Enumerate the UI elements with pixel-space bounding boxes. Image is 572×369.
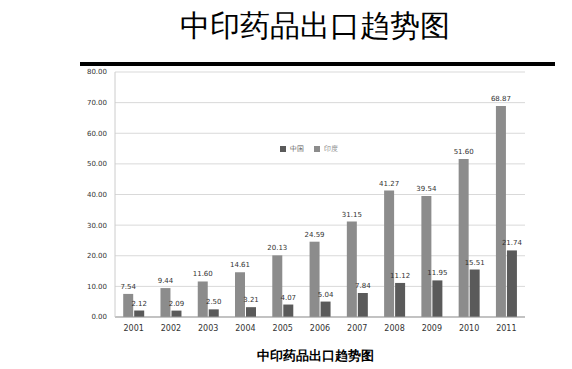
svg-text:24.59: 24.59 [305, 231, 325, 239]
svg-text:2010: 2010 [459, 324, 479, 333]
svg-text:30.00: 30.00 [87, 222, 107, 230]
html-text:中国: 中国 [290, 145, 304, 153]
svg-text:15.51: 15.51 [465, 259, 485, 267]
svg-text:11.60: 11.60 [193, 270, 213, 278]
svg-text:2009: 2009 [422, 324, 442, 333]
svg-text:2003: 2003 [198, 324, 218, 333]
svg-text:10.00: 10.00 [87, 283, 107, 291]
svg-text:70.00: 70.00 [87, 99, 107, 107]
svg-text:11.12: 11.12 [390, 272, 410, 280]
svg-text:7.84: 7.84 [355, 282, 371, 290]
svg-text:39.54: 39.54 [416, 185, 437, 193]
svg-text:2001: 2001 [123, 324, 143, 333]
svg-text:0.00: 0.00 [91, 313, 107, 321]
svg-text:2.50: 2.50 [206, 298, 222, 306]
svg-text:2002: 2002 [161, 324, 181, 333]
svg-text:11.95: 11.95 [427, 269, 447, 277]
svg-text:9.44: 9.44 [158, 277, 174, 285]
svg-text:60.00: 60.00 [87, 130, 107, 138]
svg-text:51.60: 51.60 [454, 148, 474, 156]
svg-text:2005: 2005 [273, 324, 293, 333]
html-text:印度: 印度 [324, 145, 338, 153]
html-text:中印药品出口趋势图: 中印药品出口趋势图 [180, 8, 450, 43]
svg-text:68.87: 68.87 [491, 95, 511, 103]
svg-text:20.00: 20.00 [87, 252, 107, 260]
svg-text:2.12: 2.12 [131, 300, 147, 308]
svg-text:7.54: 7.54 [120, 283, 136, 291]
svg-text:20.13: 20.13 [267, 244, 287, 252]
svg-text:80.00: 80.00 [87, 68, 107, 76]
svg-text:3.21: 3.21 [243, 296, 259, 304]
svg-text:31.15: 31.15 [342, 211, 362, 219]
svg-text:50.00: 50.00 [87, 160, 107, 168]
svg-text:21.74: 21.74 [502, 239, 523, 247]
svg-text:2008: 2008 [384, 324, 404, 333]
html-text:中印药品出口趋势图: 中印药品出口趋势图 [256, 348, 374, 363]
svg-text:41.27: 41.27 [379, 180, 399, 188]
svg-text:2004: 2004 [235, 324, 255, 333]
svg-text:2006: 2006 [310, 324, 330, 333]
svg-text:14.61: 14.61 [230, 261, 250, 269]
svg-text:2.09: 2.09 [169, 300, 185, 308]
svg-text:4.07: 4.07 [280, 294, 296, 302]
svg-text:40.00: 40.00 [87, 191, 107, 199]
svg-text:2011: 2011 [496, 324, 516, 333]
svg-text:5.04: 5.04 [318, 291, 334, 299]
svg-text:2007: 2007 [347, 324, 367, 333]
